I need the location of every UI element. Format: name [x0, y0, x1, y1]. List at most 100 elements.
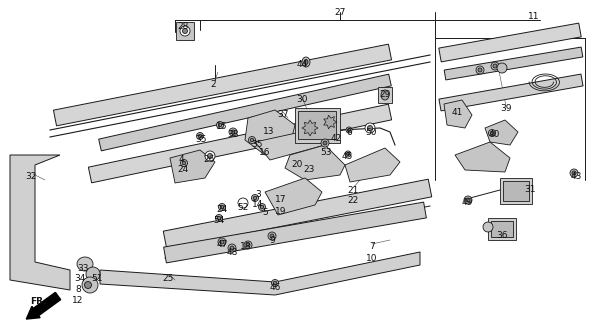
Polygon shape [100, 252, 420, 295]
Polygon shape [302, 120, 318, 136]
Ellipse shape [196, 132, 203, 140]
Text: 3: 3 [255, 190, 261, 199]
Ellipse shape [218, 123, 222, 127]
Ellipse shape [302, 57, 310, 67]
Text: 5: 5 [262, 208, 268, 217]
Polygon shape [163, 179, 432, 249]
Ellipse shape [258, 204, 265, 211]
Polygon shape [10, 155, 70, 290]
Text: 17: 17 [275, 195, 287, 204]
Ellipse shape [273, 281, 277, 285]
Text: 51: 51 [91, 274, 103, 283]
Polygon shape [99, 74, 392, 151]
Text: 23: 23 [303, 165, 315, 174]
Text: 24: 24 [177, 165, 189, 174]
Bar [378, 87, 392, 103]
Text: 2: 2 [210, 80, 216, 89]
Text: 25: 25 [162, 274, 174, 283]
Text: 43: 43 [571, 172, 582, 181]
Text: 27: 27 [334, 8, 346, 17]
Ellipse shape [82, 277, 98, 293]
Ellipse shape [84, 282, 92, 289]
Text: 14: 14 [252, 200, 264, 209]
Ellipse shape [493, 64, 497, 68]
Ellipse shape [249, 137, 255, 143]
Polygon shape [324, 115, 337, 129]
Ellipse shape [345, 151, 351, 157]
Ellipse shape [208, 154, 212, 158]
Polygon shape [455, 142, 510, 172]
Bar [503, 181, 529, 201]
Ellipse shape [238, 198, 248, 208]
Text: 20: 20 [292, 160, 303, 169]
Ellipse shape [180, 159, 187, 166]
Ellipse shape [483, 222, 493, 232]
Ellipse shape [253, 196, 257, 200]
Text: 22: 22 [347, 196, 359, 205]
Text: 31: 31 [524, 185, 536, 194]
Ellipse shape [271, 279, 278, 286]
Polygon shape [485, 120, 518, 145]
Ellipse shape [381, 90, 389, 100]
Ellipse shape [478, 68, 482, 72]
Ellipse shape [321, 139, 329, 147]
Text: 39: 39 [500, 104, 512, 113]
Text: 16: 16 [259, 148, 271, 157]
Ellipse shape [246, 243, 250, 247]
Ellipse shape [218, 238, 226, 246]
Polygon shape [54, 44, 392, 126]
Ellipse shape [220, 240, 224, 244]
Ellipse shape [229, 128, 237, 136]
Polygon shape [164, 202, 427, 263]
Text: 21: 21 [347, 186, 359, 195]
Ellipse shape [198, 134, 202, 138]
Ellipse shape [490, 131, 494, 135]
Text: 19: 19 [275, 207, 287, 216]
Ellipse shape [180, 26, 190, 36]
Bar [176, 22, 194, 40]
Text: 24: 24 [217, 205, 228, 214]
Text: 36: 36 [496, 231, 508, 240]
Ellipse shape [220, 205, 224, 209]
Text: 13: 13 [263, 127, 275, 136]
Text: 52: 52 [237, 203, 249, 212]
Ellipse shape [323, 141, 327, 145]
Ellipse shape [268, 232, 276, 240]
Polygon shape [88, 104, 392, 183]
Text: 53: 53 [320, 148, 332, 157]
Text: 35: 35 [251, 140, 263, 149]
Ellipse shape [217, 122, 224, 129]
Ellipse shape [86, 267, 100, 281]
Bar [295, 108, 340, 143]
Text: 28: 28 [177, 22, 189, 31]
Ellipse shape [304, 60, 308, 65]
Ellipse shape [497, 63, 507, 73]
Ellipse shape [230, 246, 234, 250]
Ellipse shape [228, 244, 236, 252]
Text: 11: 11 [528, 12, 540, 21]
Text: 42: 42 [330, 134, 342, 143]
Ellipse shape [250, 138, 253, 142]
Text: 45: 45 [342, 152, 353, 161]
Ellipse shape [365, 123, 375, 133]
Text: 54: 54 [214, 216, 225, 225]
Text: 33: 33 [77, 264, 89, 273]
Text: 26: 26 [203, 155, 215, 164]
Text: 32: 32 [26, 172, 37, 181]
Text: 35: 35 [195, 135, 206, 144]
Polygon shape [245, 110, 295, 155]
Polygon shape [345, 148, 400, 182]
Ellipse shape [346, 127, 352, 133]
Text: 49: 49 [461, 198, 472, 207]
Text: 8: 8 [75, 285, 81, 294]
Polygon shape [439, 23, 581, 62]
Polygon shape [255, 130, 325, 160]
Ellipse shape [570, 169, 578, 177]
Text: 6: 6 [346, 128, 352, 137]
Text: 40: 40 [488, 130, 500, 139]
Bar [491, 221, 513, 237]
Ellipse shape [215, 214, 223, 221]
Text: 46: 46 [270, 283, 281, 292]
Text: 37: 37 [277, 110, 289, 119]
Text: 7: 7 [369, 242, 375, 251]
